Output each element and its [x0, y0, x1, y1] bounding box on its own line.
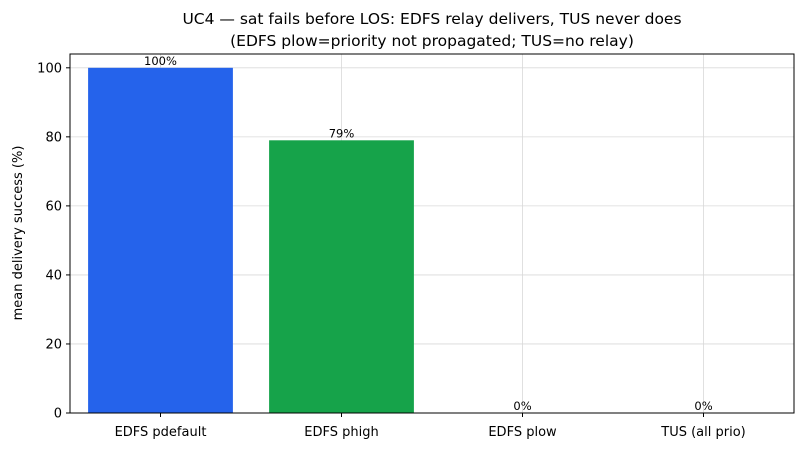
y-tick-label-40: 40 — [45, 268, 62, 283]
plot-area-frame — [69, 53, 795, 414]
bar-value-labels: 100% 79% 0% 0% — [144, 54, 713, 413]
y-tick-label-0: 0 — [54, 407, 62, 422]
y-tick-label-100: 100 — [37, 61, 62, 76]
y-axis-label: mean delivery success (%) — [11, 146, 26, 321]
value-label-edfs-pdefault: 100% — [144, 54, 177, 68]
x-tick-label-edfs-plow: EDFS plow — [488, 425, 557, 440]
x-tick-label-edfs-phigh: EDFS phigh — [304, 425, 378, 440]
bar-edfs-pdefault — [88, 67, 233, 414]
x-tick-label-edfs-pdefault: EDFS pdefault — [115, 425, 207, 440]
x-axis-ticks: EDFS pdefault EDFS phigh EDFS plow TUS (all… — [115, 413, 746, 440]
y-tick-label-60: 60 — [45, 199, 62, 214]
chart-title: UC4 — sat fails before LOS: EDFS relay d… — [182, 10, 681, 28]
bar-edfs-phigh — [269, 140, 414, 413]
y-axis-ticks: 0 20 40 60 80 100 — [37, 61, 70, 422]
y-tick-label-80: 80 — [45, 130, 62, 145]
y-tick-label-20: 20 — [45, 337, 62, 352]
value-label-tus-all-prio: 0% — [694, 399, 712, 413]
value-label-edfs-plow: 0% — [513, 399, 531, 413]
x-tick-label-tus-all-prio: TUS (all prio) — [660, 425, 745, 440]
bars — [88, 67, 414, 414]
value-label-edfs-phigh: 79% — [329, 126, 355, 140]
chart-subtitle: (EDFS plow=priority not propagated; TUS=… — [230, 32, 634, 50]
